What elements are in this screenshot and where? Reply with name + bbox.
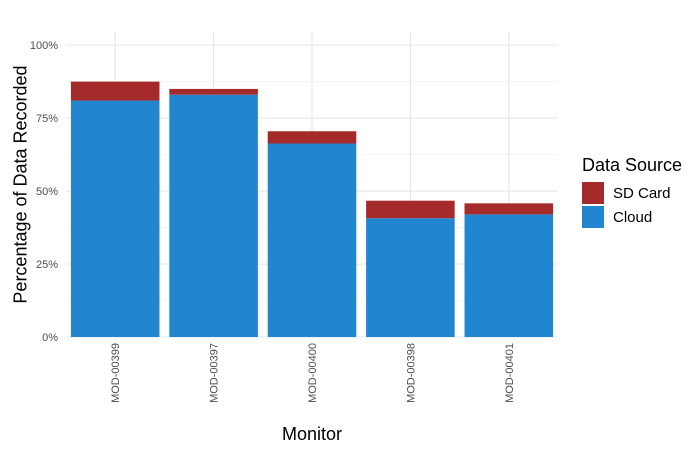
- bar-sd-card-mod-00401: [464, 203, 554, 215]
- x-tick-label: MOD-00400: [307, 343, 319, 403]
- y-axis-ticks: 0% 25% 50% 75% 100%: [30, 40, 58, 344]
- legend-title: Data Source: [582, 155, 682, 175]
- legend-items: SD Card Cloud: [582, 182, 671, 228]
- y-tick-label: 100%: [30, 40, 58, 52]
- bar-cloud-mod-00399: [70, 100, 160, 337]
- legend-label-cloud: Cloud: [613, 209, 652, 226]
- bar-cloud-mod-00397: [169, 94, 258, 338]
- x-axis-title: Monitor: [282, 424, 342, 444]
- bar-sd-card-mod-00400: [267, 131, 357, 144]
- legend: Data Source SD Card Cloud: [582, 155, 682, 228]
- y-tick-label: 0%: [42, 332, 58, 344]
- x-tick-label: MOD-00397: [209, 343, 221, 403]
- bar-cloud-mod-00398: [366, 218, 455, 337]
- bars: [70, 81, 554, 338]
- legend-swatch-sd-card: [582, 182, 604, 204]
- bar-sd-card-mod-00398: [366, 200, 455, 219]
- bar-sd-card-mod-00397: [169, 88, 258, 95]
- x-tick-label: MOD-00398: [405, 343, 417, 403]
- x-tick-label: MOD-00401: [504, 343, 516, 403]
- x-tick-label: MOD-00399: [110, 343, 122, 403]
- y-tick-label: 50%: [36, 186, 58, 198]
- legend-label-sd-card: SD Card: [613, 185, 671, 202]
- x-axis-ticks: MOD-00399 MOD-00397 MOD-00400 MOD-00398 MOD-…: [110, 343, 516, 403]
- bar-cloud-mod-00400: [267, 143, 357, 337]
- y-axis-title: Percentage of Data Recorded: [10, 65, 30, 303]
- legend-swatch-cloud: [582, 206, 604, 228]
- y-tick-label: 75%: [36, 113, 58, 125]
- y-tick-label: 25%: [36, 259, 58, 271]
- bar-sd-card-mod-00399: [70, 81, 160, 101]
- bar-cloud-mod-00401: [464, 214, 554, 337]
